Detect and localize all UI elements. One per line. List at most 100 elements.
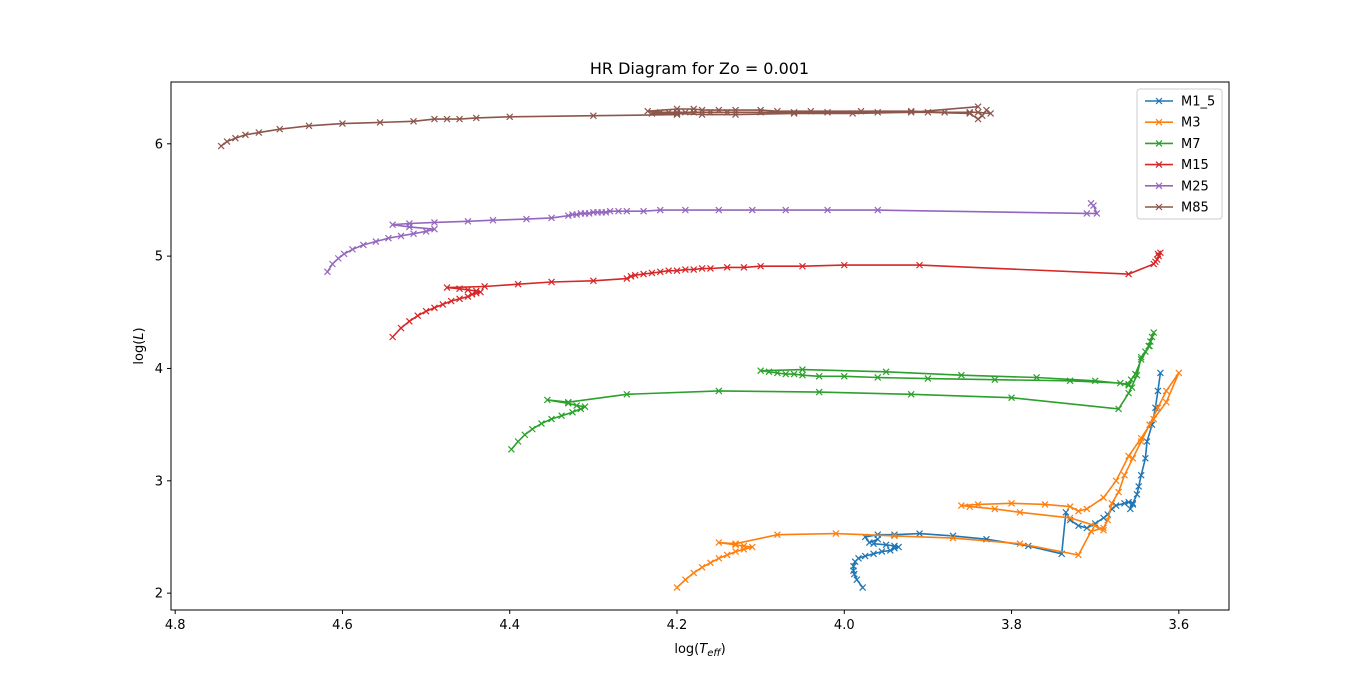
- data-point: [644, 107, 652, 115]
- data-point: [1154, 404, 1162, 412]
- data-point: [431, 219, 438, 226]
- data-point: [840, 261, 848, 269]
- data-point: [987, 110, 995, 117]
- data-point: [464, 217, 472, 225]
- data-point: [581, 403, 589, 411]
- data-point: [707, 108, 714, 116]
- data-point: [623, 390, 631, 398]
- data-point: [723, 263, 731, 271]
- data-point: [1125, 381, 1133, 389]
- data-point: [907, 107, 915, 115]
- data-point: [740, 263, 748, 271]
- data-point: [665, 267, 673, 275]
- data-point: [656, 206, 664, 214]
- data-point: [359, 241, 367, 249]
- data-point: [698, 563, 706, 571]
- data-point: [615, 207, 622, 215]
- data-point: [334, 254, 342, 262]
- chart-title: HR Diagram for Zo = 0.001: [590, 59, 809, 78]
- data-point: [1141, 348, 1149, 356]
- data-point: [573, 211, 581, 218]
- data-point: [681, 576, 689, 584]
- data-point: [656, 108, 664, 116]
- data-point: [506, 113, 514, 121]
- data-point: [874, 108, 882, 116]
- data-point: [1137, 471, 1145, 479]
- series-line: [676, 372, 1180, 589]
- legend-swatch-marker: [1155, 203, 1163, 211]
- data-point: [773, 107, 781, 115]
- data-point: [732, 541, 739, 549]
- data-point: [1087, 199, 1095, 207]
- data-point: [627, 272, 635, 280]
- legend-label: M1_5: [1181, 95, 1215, 110]
- data-point: [1137, 356, 1145, 363]
- data-point: [698, 111, 706, 119]
- data-point: [1125, 270, 1133, 278]
- data-point: [673, 267, 681, 275]
- x-tick-label: 4.4: [499, 618, 520, 633]
- data-point: [328, 260, 336, 268]
- data-point: [757, 106, 765, 114]
- legend-label: M85: [1181, 201, 1209, 216]
- data-point: [1129, 499, 1137, 507]
- data-point: [698, 265, 706, 272]
- data-point: [707, 265, 714, 272]
- data-point: [656, 268, 664, 276]
- data-point: [924, 375, 932, 383]
- data-point: [715, 387, 723, 395]
- data-point: [340, 250, 348, 258]
- data-point: [850, 562, 857, 570]
- data-point: [748, 206, 756, 214]
- data-point: [543, 396, 551, 404]
- data-point: [431, 225, 438, 233]
- data-point: [790, 110, 798, 117]
- data-point: [1154, 250, 1162, 258]
- data-point: [765, 368, 773, 376]
- data-point: [957, 502, 965, 509]
- data-point: [456, 115, 463, 123]
- data-point: [564, 212, 572, 220]
- data-point: [514, 438, 522, 445]
- data-point: [690, 266, 698, 274]
- data-point: [882, 541, 890, 549]
- series-line: [326, 202, 1098, 273]
- data-point: [558, 412, 566, 420]
- data-point: [589, 277, 597, 285]
- data-point: [514, 280, 522, 288]
- data-point: [443, 284, 451, 292]
- data-point: [548, 214, 555, 222]
- data-point: [907, 390, 915, 398]
- data-point: [439, 301, 447, 308]
- data-point: [1121, 499, 1128, 507]
- data-point: [1125, 452, 1133, 460]
- data-point: [1131, 370, 1139, 378]
- data-point: [1041, 500, 1049, 508]
- data-point: [895, 543, 903, 551]
- data-point: [690, 569, 698, 577]
- data-point: [740, 542, 748, 550]
- data-point: [1066, 377, 1074, 385]
- data-point: [1154, 387, 1162, 395]
- data-point: [1116, 379, 1124, 387]
- data-point: [1091, 522, 1099, 530]
- data-point: [1115, 488, 1123, 496]
- data-point: [1093, 210, 1101, 217]
- data-point: [489, 216, 497, 224]
- data-point: [715, 554, 723, 562]
- data-point: [891, 544, 898, 552]
- data-point: [1175, 369, 1183, 377]
- data-point: [640, 207, 647, 215]
- y-tick-label: 4: [155, 362, 163, 377]
- data-point: [410, 117, 417, 125]
- data-point: [422, 307, 430, 315]
- data-point: [1115, 405, 1123, 413]
- data-point: [255, 129, 263, 136]
- data-point: [870, 550, 877, 558]
- data-point: [481, 283, 489, 290]
- legend-label: M15: [1181, 158, 1209, 173]
- data-point: [790, 108, 798, 116]
- data-point: [874, 206, 882, 214]
- data-point: [1146, 421, 1153, 429]
- data-point: [1156, 369, 1164, 377]
